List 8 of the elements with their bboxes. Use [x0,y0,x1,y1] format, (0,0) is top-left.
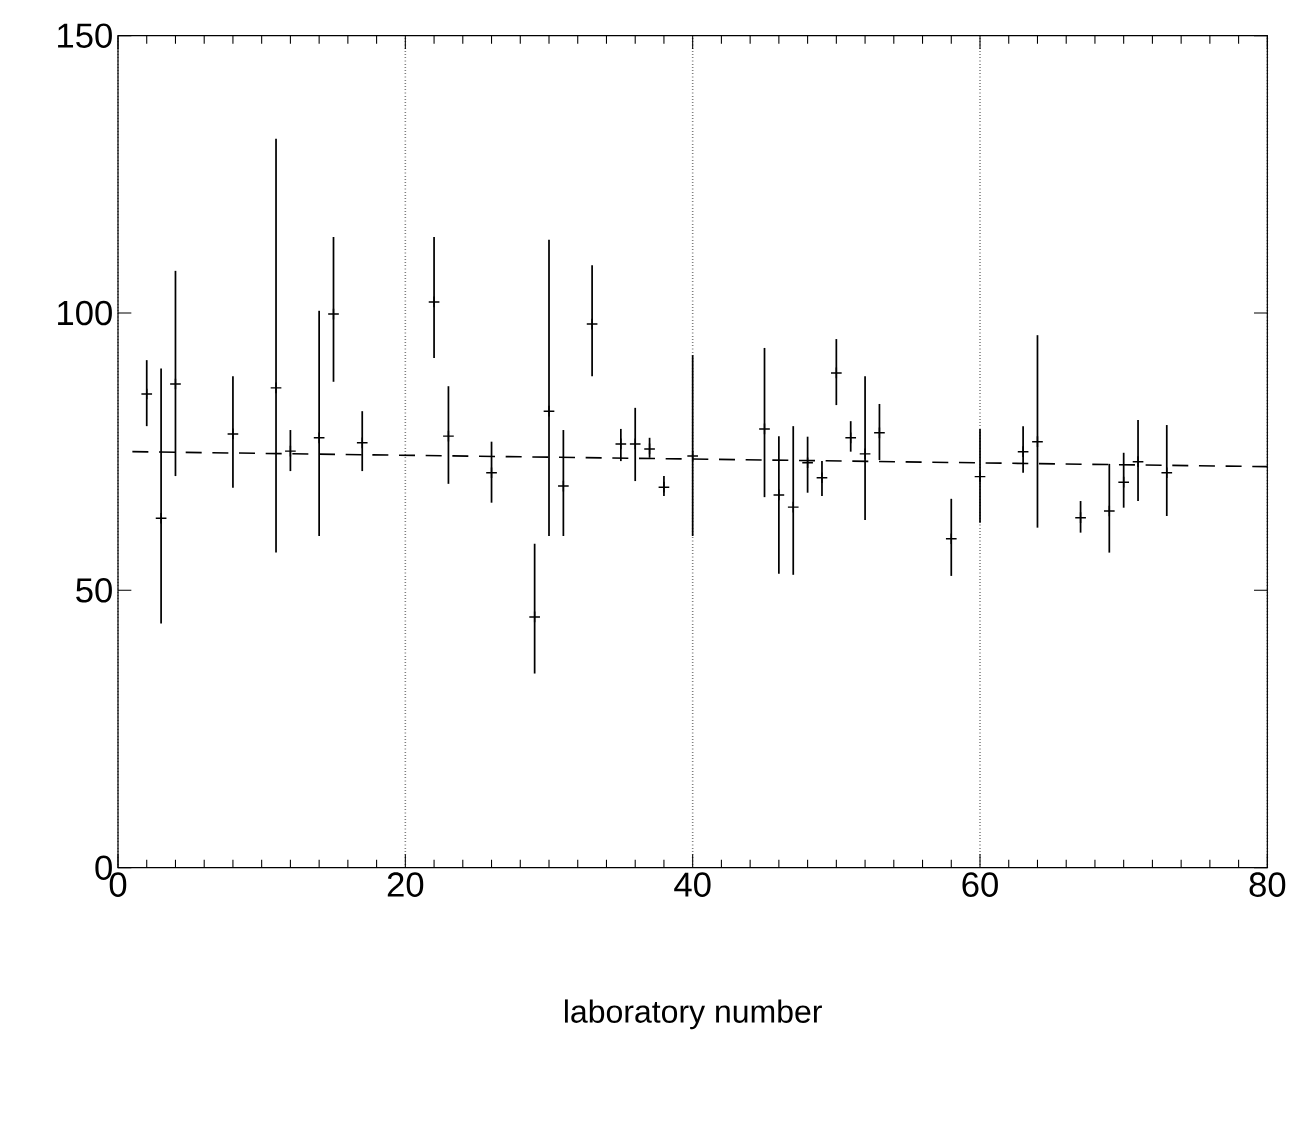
x-tick-label: 40 [674,872,711,897]
y-tick-label: 100 [58,300,112,326]
x-tick-label: 20 [387,872,424,897]
y-tick-label: 150 [58,23,112,48]
x-tick-label: 60 [962,872,998,897]
x-axis-title: laboratory number [564,999,822,1030]
x-tick-label: 80 [1249,872,1286,897]
y-tick-label: 50 [76,578,112,603]
